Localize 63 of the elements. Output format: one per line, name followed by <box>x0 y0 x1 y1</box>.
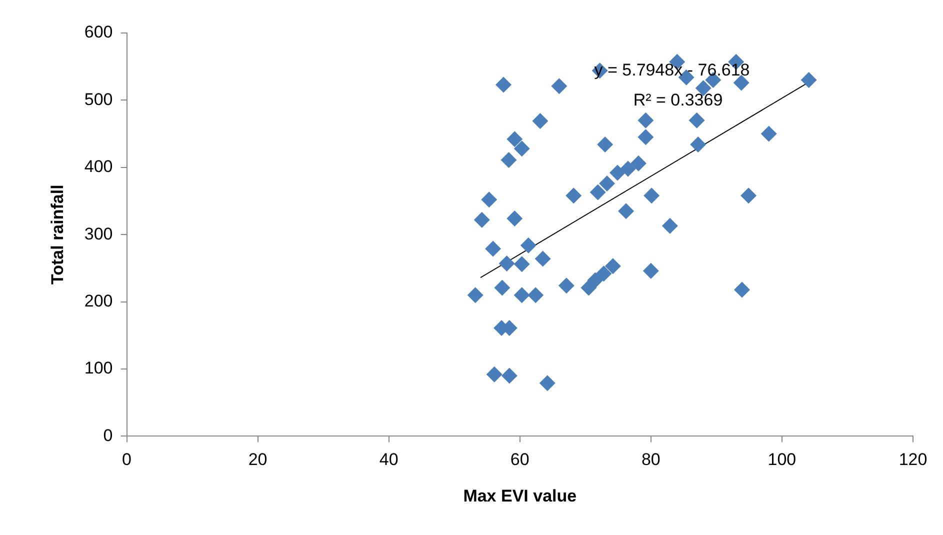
point <box>496 76 512 93</box>
point <box>610 164 626 181</box>
point <box>733 74 750 91</box>
y-tick-label: 400 <box>84 157 113 176</box>
point <box>520 237 536 254</box>
y-tick-label: 100 <box>84 358 113 378</box>
point <box>498 255 515 272</box>
x-tick-label: 60 <box>510 450 530 470</box>
point <box>734 282 750 298</box>
point <box>514 140 530 157</box>
point <box>558 278 574 294</box>
point <box>486 366 502 382</box>
point <box>467 287 484 304</box>
point <box>539 375 556 392</box>
point <box>638 112 654 128</box>
point <box>485 240 502 257</box>
x-tick-label: 20 <box>248 450 268 470</box>
point <box>587 272 604 288</box>
x-tick-label: 0 <box>122 450 132 470</box>
x-tick-label: 120 <box>898 450 928 470</box>
point <box>566 188 582 204</box>
point <box>534 250 551 267</box>
x-tick-label: 80 <box>641 450 660 470</box>
point <box>618 203 634 220</box>
point <box>638 129 654 146</box>
point <box>800 72 817 88</box>
point <box>494 280 510 296</box>
point <box>688 112 705 128</box>
point <box>532 113 548 130</box>
point <box>604 258 621 274</box>
point <box>506 131 523 148</box>
point <box>500 152 517 168</box>
point <box>599 176 616 192</box>
point <box>596 266 612 282</box>
annotation: y = 5.7948x - 76.618 <box>594 60 750 80</box>
point <box>551 78 568 94</box>
point <box>501 368 518 384</box>
point <box>590 184 606 200</box>
point <box>514 287 530 304</box>
y-tick-label: 300 <box>84 224 113 244</box>
point <box>644 188 660 204</box>
x-tick-label: 100 <box>768 450 796 470</box>
point <box>690 136 706 153</box>
point <box>760 126 777 142</box>
y-tick-label: 0 <box>103 426 113 445</box>
y-tick-label: 600 <box>84 22 113 42</box>
point <box>630 155 646 172</box>
point <box>620 160 636 177</box>
point <box>514 256 530 272</box>
y-tick-label: 500 <box>84 90 113 109</box>
x-tick-label: 40 <box>379 450 398 470</box>
annotation: R² = 0.3369 <box>633 90 723 110</box>
point <box>597 136 614 153</box>
point <box>506 210 523 226</box>
point <box>474 212 490 228</box>
x-axis-title: Max EVI value <box>463 486 577 506</box>
point <box>740 188 757 204</box>
point <box>662 218 678 234</box>
point <box>528 287 544 304</box>
point <box>481 192 498 208</box>
y-axis-title: Total rainfall <box>48 184 67 285</box>
y-tick-label: 200 <box>84 291 113 310</box>
point <box>642 262 659 279</box>
